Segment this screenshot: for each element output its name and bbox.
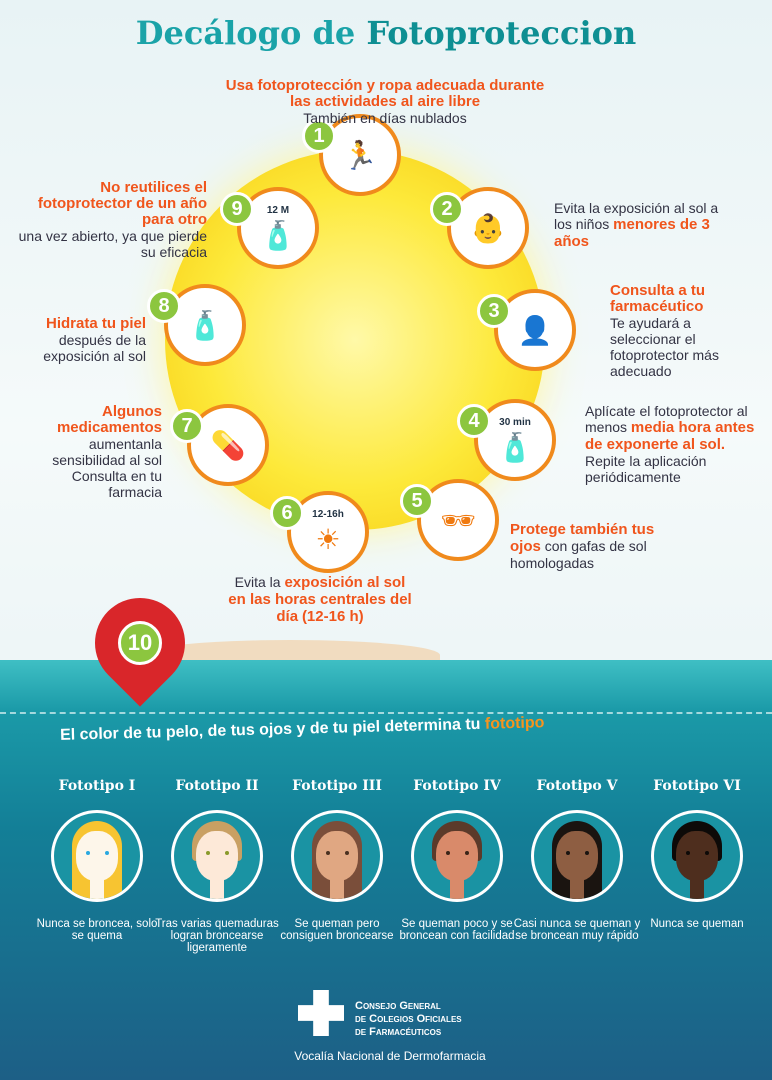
item-5-text: Protege también tus ojos con gafas de so… [510,521,655,572]
sunglasses-icon: 🕶 [440,504,476,536]
pharmacist-icon: 👤 [517,314,553,346]
item-4-text: Aplícate el fotoprotector al menos media… [585,403,755,485]
item-9-circle: 12 M 🧴 [237,187,319,269]
item-7-number-badge: 7 [170,409,204,443]
cream-tube-icon: 🧴 [187,309,223,341]
phototype-3-description: Se queman pero consiguen broncearse [280,918,394,942]
item-1-number-badge: 1 [302,119,336,153]
item-7-text: Algunos medicamentos aumentanla sensibili… [52,403,162,501]
item-3-number-badge: 3 [477,294,511,328]
phototype-3-face-icon [291,810,383,902]
phototype-6-description: Nunca se queman [650,918,744,930]
sunscreen-jar-icon: 🧴 [260,219,296,251]
phototype-4-description: Se queman poco y se broncean con facilid… [399,918,515,942]
phototype-4-title: Fototipo IV [413,778,501,794]
item-2-circle: 👶 [447,187,529,269]
sunscreen-bottle-icon: 🧴 [497,431,533,463]
page-title: Decálogo de Fotoproteccion [135,14,637,52]
phototype-4-face-icon [411,810,503,902]
phototype-1-description: Nunca se broncea, solo se quema [36,918,158,942]
phototype-5-face-icon [531,810,623,902]
item-8-number-badge: 8 [147,289,181,323]
item-8-text: Hidrata tu piel después de la exposición … [43,315,146,365]
phototype-2-description: Tras varias quemaduras logran broncearse… [155,918,279,954]
phototype-6-title: Fototipo VI [653,778,741,794]
organization-name: Consejo General de Colegios Oficiales de F… [355,1000,462,1038]
item-10-badge: 10 [118,621,162,665]
logo-subtitle: Vocalía Nacional de Dermofarmacia [294,1049,486,1063]
item-5-number-badge: 5 [400,484,434,518]
sun-icon: ☀ [315,523,341,555]
item-9-text: No reutilices el fotoprotector de un año… [18,179,207,261]
phototype-3-title: Fototipo III [292,778,382,794]
item-9-number-badge: 9 [220,192,254,226]
item-4-number-badge: 4 [457,404,491,438]
item-6-text: Evita la exposición al sol en las horas … [228,574,412,625]
baby-icon: 👶 [470,212,506,244]
phototype-5-title: Fototipo V [536,778,618,794]
item-1-text: Usa fotoprotección y ropa adecuada duran… [225,77,545,127]
phototype-1-face-icon [51,810,143,902]
phototype-5-description: Casi nunca se queman y se broncean muy r… [513,918,641,942]
phototype-1-title: Fototipo I [58,778,136,794]
item-3-text: Consulta a tu farmacéutico Te ayudará a s… [610,282,719,380]
item-2-number-badge: 2 [430,192,464,226]
wave-divider [0,712,772,714]
phototype-2-title: Fototipo II [175,778,259,794]
phototype-2-face-icon [171,810,263,902]
phototype-6-face-icon [651,810,743,902]
running-person-icon: 🏃 [342,139,378,171]
item-3-circle: 👤 [494,289,576,371]
pills-icon: 💊 [210,429,246,461]
item-6-number-badge: 6 [270,496,304,530]
item-2-text: Evita la exposición al sol a los niños m… [554,200,719,250]
